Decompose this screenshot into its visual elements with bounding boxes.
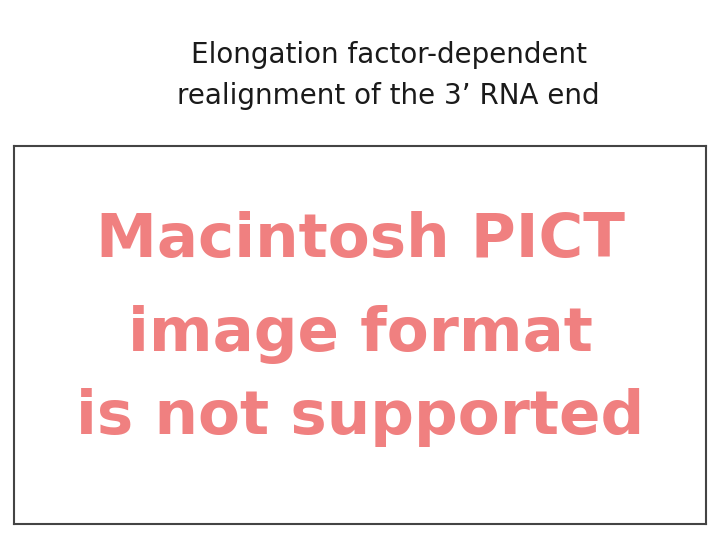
Text: image format: image format xyxy=(127,305,593,364)
Text: is not supported: is not supported xyxy=(76,388,644,448)
Text: Macintosh PICT: Macintosh PICT xyxy=(96,211,624,270)
Text: Elongation factor-dependent
realignment of the 3’ RNA end: Elongation factor-dependent realignment … xyxy=(178,41,600,110)
